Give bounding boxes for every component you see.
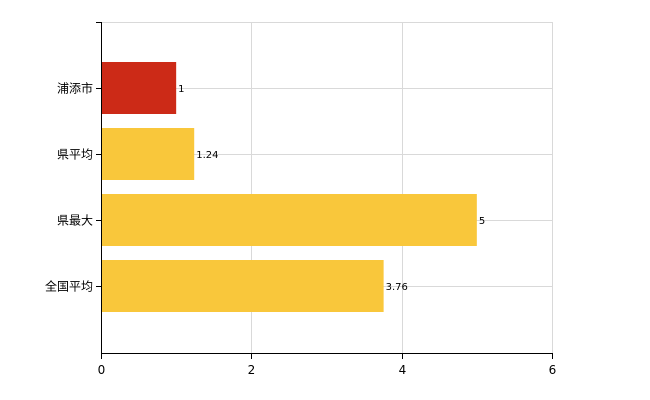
bar	[101, 194, 477, 246]
y-tick-label: 県最大	[57, 214, 93, 228]
y-tick-label: 県平均	[57, 148, 93, 162]
x-tick-label: 4	[399, 363, 407, 377]
data-label: 5	[479, 216, 485, 227]
x-tick-label: 2	[248, 363, 256, 377]
x-tick-label: 6	[549, 363, 557, 377]
bar	[101, 260, 384, 312]
y-tick-label: 浦添市	[57, 81, 93, 96]
y-tick-label: 全国平均	[45, 279, 93, 294]
data-label: 3.76	[386, 282, 408, 293]
data-label: 1	[178, 84, 184, 95]
bar	[101, 62, 177, 114]
x-tick-label: 0	[98, 363, 106, 377]
bar	[101, 128, 195, 180]
data-label: 1.24	[196, 150, 218, 161]
